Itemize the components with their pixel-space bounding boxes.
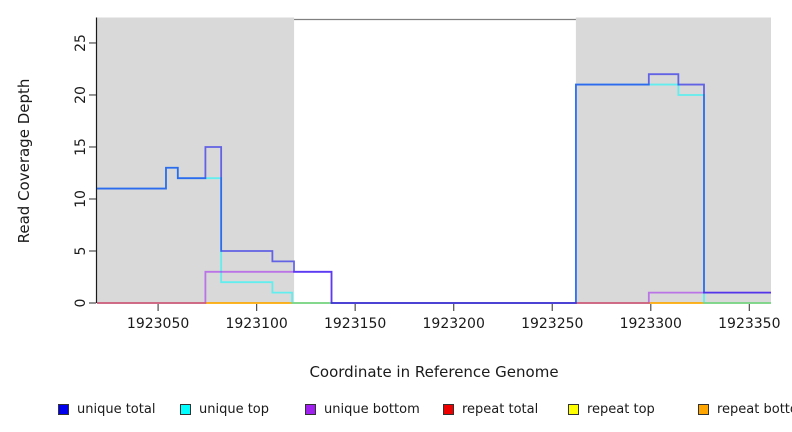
unique-top-swatch-icon [180, 403, 191, 415]
legend-item-label: unique total [77, 401, 156, 417]
y-axis-label: Read Coverage Depth [15, 78, 33, 244]
x-tick-label: 1923350 [718, 316, 780, 332]
legend-item-label: repeat total [462, 401, 539, 417]
x-tick-label: 1923250 [521, 316, 583, 332]
chart-legend: unique total unique top unique bottom re… [0, 399, 792, 421]
repeat-bottom-swatch-icon [698, 403, 709, 415]
legend-item-unique-top: unique top [180, 399, 269, 419]
legend-item-label: repeat bottom [717, 401, 792, 417]
legend-item-repeat-total: repeat total [443, 399, 538, 419]
y-tick-label: 25 [73, 34, 89, 52]
legend-item-label: unique top [199, 401, 270, 417]
y-tick-label: 15 [73, 138, 89, 156]
legend-item-repeat-top: repeat top [568, 399, 655, 419]
y-tick-label: 5 [73, 247, 89, 256]
x-tick-label: 1923200 [423, 316, 485, 332]
legend-item-repeat-bottom: repeat bottom [698, 399, 792, 419]
legend-item-label: repeat top [587, 401, 655, 417]
series-line-unique-total [97, 73, 771, 304]
repeat-top-swatch-icon [568, 403, 579, 415]
legend-item-unique-bottom: unique bottom [305, 399, 420, 419]
repeat-total-swatch-icon [443, 403, 454, 415]
legend-item-label: unique bottom [324, 401, 420, 417]
x-tick-label: 1923300 [620, 316, 682, 332]
unique-total-swatch-icon [58, 403, 69, 415]
y-tick-label: 10 [73, 190, 89, 208]
shaded-region [575, 17, 771, 303]
shaded-region [97, 17, 295, 303]
x-tick-label: 1923050 [127, 316, 189, 332]
x-axis-label: Coordinate in Reference Genome [309, 363, 559, 381]
x-tick-label: 1923100 [225, 316, 287, 332]
x-tick-label: 1923150 [324, 316, 386, 332]
y-tick-label: 0 [73, 299, 89, 308]
legend-item-unique-total: unique total [58, 399, 155, 419]
y-tick-label: 20 [73, 86, 89, 104]
unique-bottom-swatch-icon [305, 403, 316, 415]
